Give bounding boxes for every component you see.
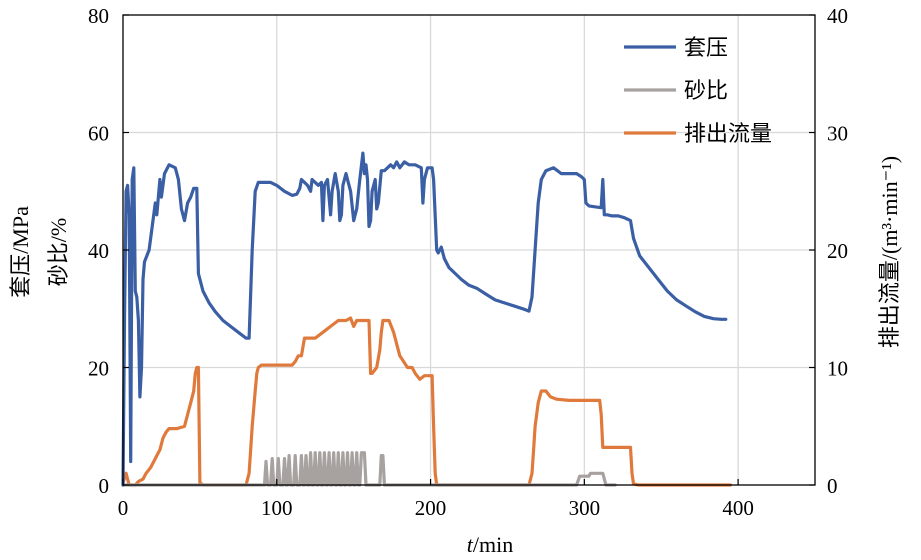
series-discharge-flow (121, 316, 732, 487)
legend: 套压 砂比 排出流量 (624, 35, 772, 146)
right-tick-label: 20 (827, 239, 848, 263)
right-tick-label: 10 (827, 357, 848, 381)
x-tick-label: 0 (118, 496, 129, 520)
left-tick-label: 80 (88, 4, 109, 28)
left-axis-title-sand-ratio: 砂比/% (46, 218, 71, 286)
series-sand-ratio (121, 451, 617, 487)
x-tick-label: 400 (722, 496, 754, 520)
legend-label-discharge-flow: 排出流量 (684, 121, 772, 146)
right-tick-label: 40 (827, 4, 848, 28)
right-tick-label: 30 (827, 122, 848, 146)
left-tick-label: 0 (99, 474, 110, 498)
x-tick-label: 100 (261, 496, 293, 520)
series-layer (121, 151, 732, 487)
x-axis-title: t/min (467, 532, 513, 557)
right-tick-label: 0 (827, 474, 838, 498)
x-axis-unit: /min (473, 532, 513, 557)
svg-text:t/min: t/min (467, 532, 513, 557)
legend-label-sand-ratio: 砂比 (684, 78, 728, 103)
x-tick-label: 200 (415, 496, 447, 520)
grid-lines (123, 15, 815, 485)
x-tick-label: 300 (569, 496, 601, 520)
legend-label-casing-pressure: 套压 (684, 35, 728, 60)
series-casing-pressure (121, 151, 728, 487)
left-axis-title-pressure: 套压/MPa (8, 206, 33, 298)
left-tick-label: 60 (88, 122, 109, 146)
ticks: 0 100 200 300 400 0 20 40 60 80 0 10 20 30 40 (88, 4, 848, 520)
left-tick-label: 40 (88, 239, 109, 263)
right-axis-title: 排出流量/(m³·min⁻¹) (877, 156, 902, 348)
x-axis-variable: t (467, 532, 474, 557)
left-tick-label: 20 (88, 357, 109, 381)
